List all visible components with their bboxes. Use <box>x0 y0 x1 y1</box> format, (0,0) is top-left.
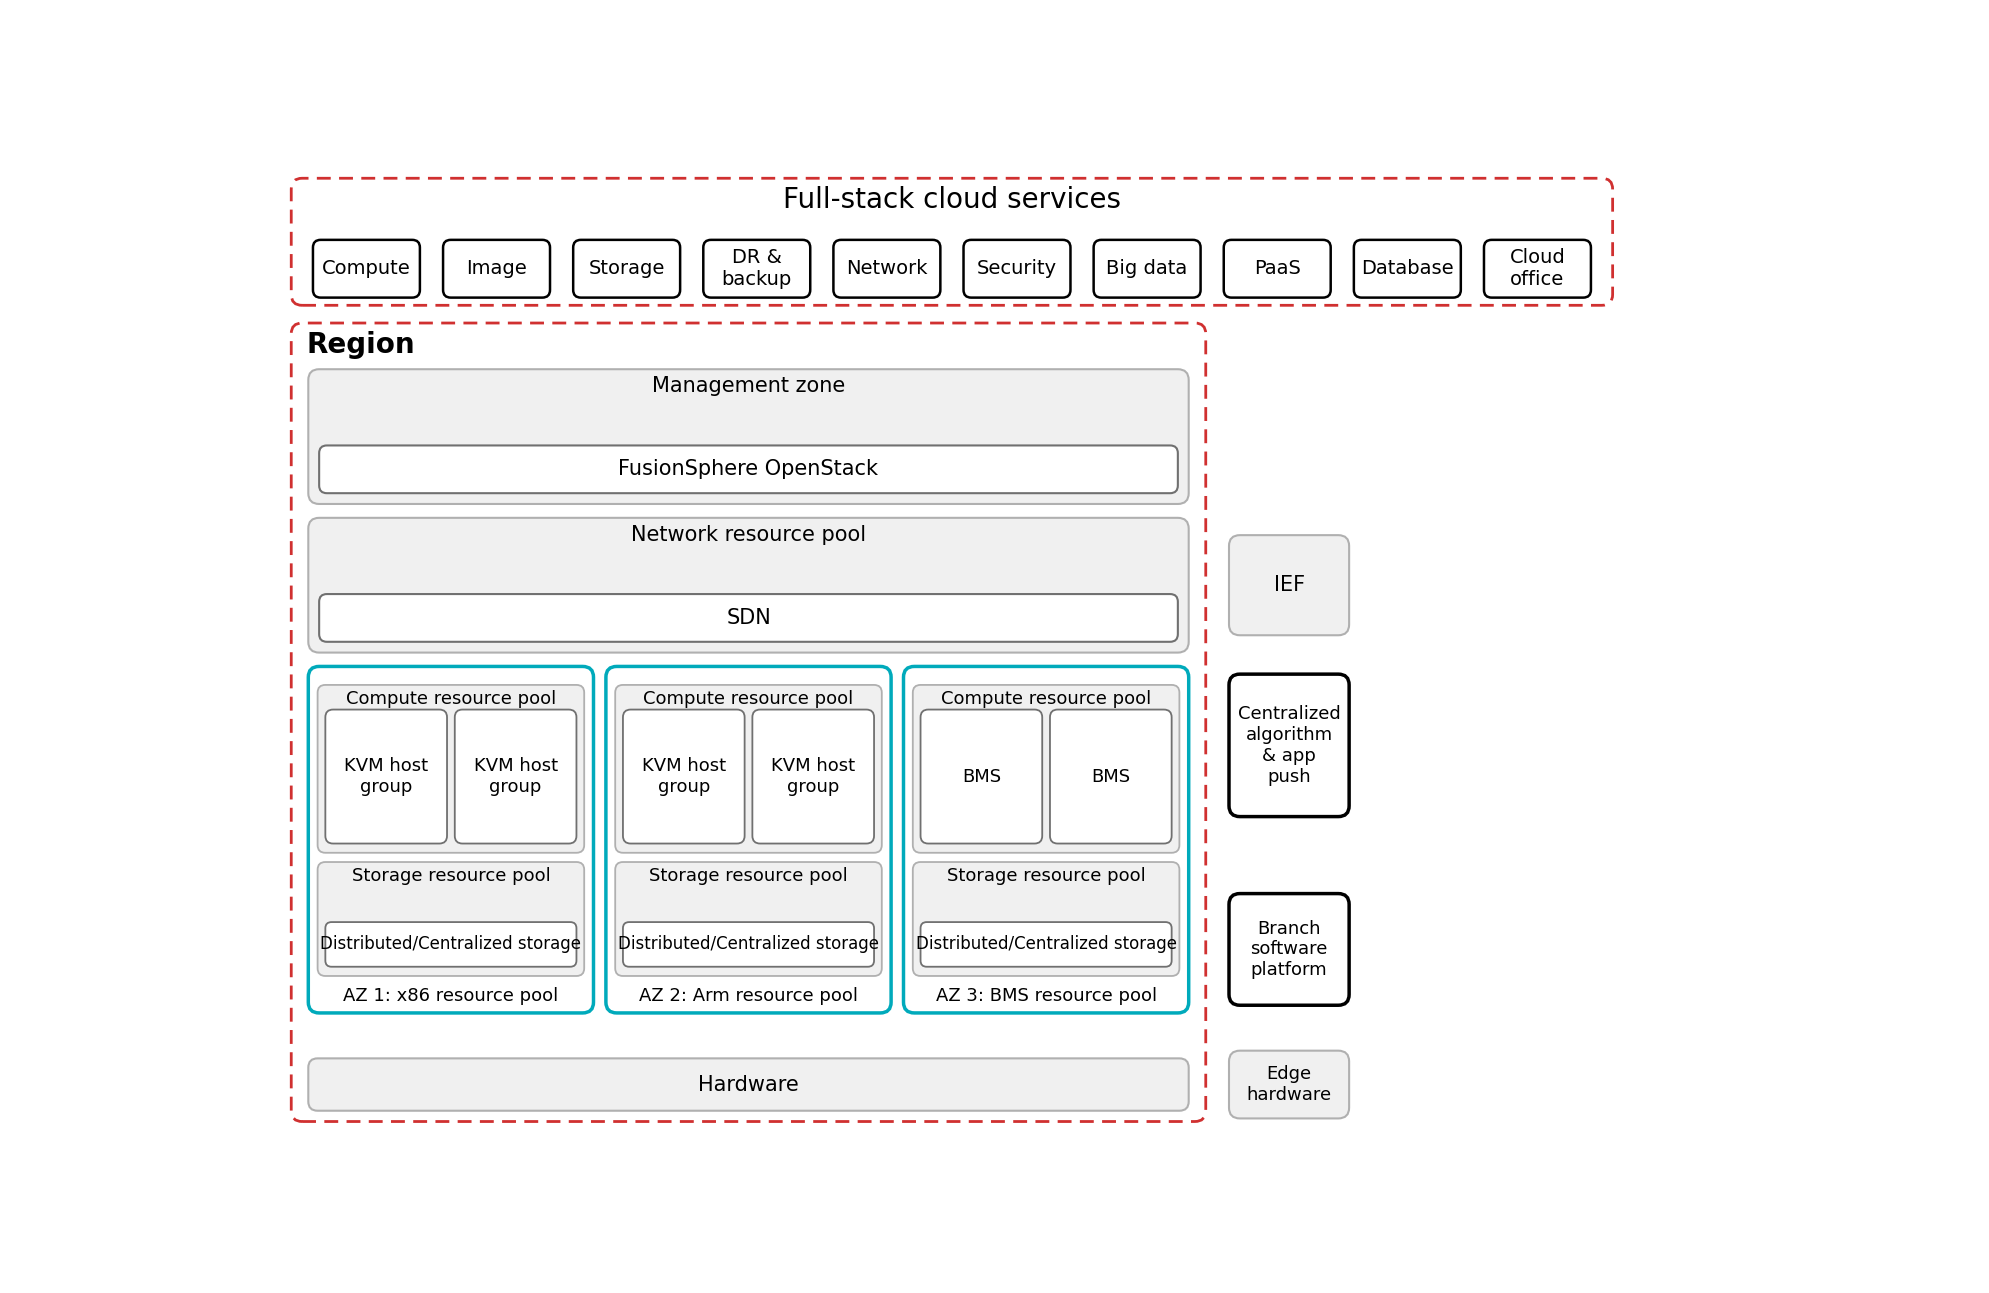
Text: DR &
backup: DR & backup <box>722 248 792 290</box>
Text: Big data: Big data <box>1106 259 1187 278</box>
Text: AZ 1: x86 resource pool: AZ 1: x86 resource pool <box>344 987 559 1005</box>
Text: Distributed/Centralized storage: Distributed/Centralized storage <box>915 935 1177 953</box>
FancyBboxPatch shape <box>607 666 891 1012</box>
FancyBboxPatch shape <box>921 922 1172 967</box>
Text: Centralized
algorithm
& app
push: Centralized algorithm & app push <box>1237 705 1341 786</box>
Text: Hardware: Hardware <box>698 1074 800 1095</box>
FancyBboxPatch shape <box>318 862 585 976</box>
Text: Storage resource pool: Storage resource pool <box>947 866 1146 884</box>
Text: KVM host
group: KVM host group <box>344 758 428 796</box>
Text: Network resource pool: Network resource pool <box>631 525 865 544</box>
FancyBboxPatch shape <box>615 862 881 976</box>
Text: Branch
software
platform: Branch software platform <box>1251 919 1329 979</box>
FancyBboxPatch shape <box>1229 535 1349 635</box>
FancyBboxPatch shape <box>444 240 551 297</box>
Text: AZ 3: BMS resource pool: AZ 3: BMS resource pool <box>935 987 1158 1005</box>
Text: KVM host
group: KVM host group <box>473 758 557 796</box>
FancyBboxPatch shape <box>963 240 1070 297</box>
FancyBboxPatch shape <box>308 370 1189 504</box>
FancyBboxPatch shape <box>290 178 1613 305</box>
Text: PaaS: PaaS <box>1253 259 1301 278</box>
FancyBboxPatch shape <box>318 685 585 853</box>
FancyBboxPatch shape <box>318 593 1177 641</box>
FancyBboxPatch shape <box>704 240 810 297</box>
Text: Edge
hardware: Edge hardware <box>1247 1065 1331 1104</box>
FancyBboxPatch shape <box>312 240 420 297</box>
Text: Compute resource pool: Compute resource pool <box>642 689 853 707</box>
FancyBboxPatch shape <box>913 685 1179 853</box>
Text: KVM host
group: KVM host group <box>642 758 726 796</box>
FancyBboxPatch shape <box>1355 240 1460 297</box>
FancyBboxPatch shape <box>623 922 873 967</box>
Text: BMS: BMS <box>963 768 1000 786</box>
FancyBboxPatch shape <box>1229 893 1349 1005</box>
FancyBboxPatch shape <box>308 1059 1189 1111</box>
FancyBboxPatch shape <box>1094 240 1201 297</box>
Text: Security: Security <box>977 259 1056 278</box>
FancyBboxPatch shape <box>1229 674 1349 817</box>
FancyBboxPatch shape <box>308 666 593 1012</box>
Text: Distributed/Centralized storage: Distributed/Centralized storage <box>320 935 581 953</box>
Text: Storage resource pool: Storage resource pool <box>352 866 551 884</box>
Text: IEF: IEF <box>1273 575 1305 595</box>
FancyBboxPatch shape <box>1484 240 1591 297</box>
Text: Full-stack cloud services: Full-stack cloud services <box>784 186 1122 213</box>
Text: Region: Region <box>306 331 416 358</box>
FancyBboxPatch shape <box>903 666 1189 1012</box>
Text: Network: Network <box>845 259 927 278</box>
FancyBboxPatch shape <box>573 240 680 297</box>
Text: SDN: SDN <box>726 608 772 628</box>
Text: BMS: BMS <box>1092 768 1130 786</box>
FancyBboxPatch shape <box>326 710 448 843</box>
Text: Storage resource pool: Storage resource pool <box>648 866 847 884</box>
Text: KVM host
group: KVM host group <box>772 758 855 796</box>
Text: Cloud
office: Cloud office <box>1510 248 1565 290</box>
FancyBboxPatch shape <box>1050 710 1172 843</box>
FancyBboxPatch shape <box>308 517 1189 653</box>
FancyBboxPatch shape <box>752 710 873 843</box>
Text: FusionSphere OpenStack: FusionSphere OpenStack <box>619 459 879 480</box>
FancyBboxPatch shape <box>318 446 1177 493</box>
FancyBboxPatch shape <box>455 710 577 843</box>
FancyBboxPatch shape <box>921 710 1042 843</box>
Text: Image: Image <box>465 259 527 278</box>
FancyBboxPatch shape <box>1223 240 1331 297</box>
FancyBboxPatch shape <box>290 323 1205 1121</box>
Text: Compute resource pool: Compute resource pool <box>346 689 557 707</box>
FancyBboxPatch shape <box>623 710 744 843</box>
FancyBboxPatch shape <box>615 685 881 853</box>
FancyBboxPatch shape <box>913 862 1179 976</box>
Text: Storage: Storage <box>589 259 664 278</box>
Text: Compute: Compute <box>322 259 412 278</box>
FancyBboxPatch shape <box>1229 1051 1349 1118</box>
FancyBboxPatch shape <box>326 922 577 967</box>
Text: AZ 2: Arm resource pool: AZ 2: Arm resource pool <box>638 987 857 1005</box>
Text: Compute resource pool: Compute resource pool <box>941 689 1152 707</box>
Text: Management zone: Management zone <box>652 376 845 396</box>
Text: Database: Database <box>1360 259 1454 278</box>
Text: Distributed/Centralized storage: Distributed/Centralized storage <box>619 935 879 953</box>
FancyBboxPatch shape <box>833 240 941 297</box>
